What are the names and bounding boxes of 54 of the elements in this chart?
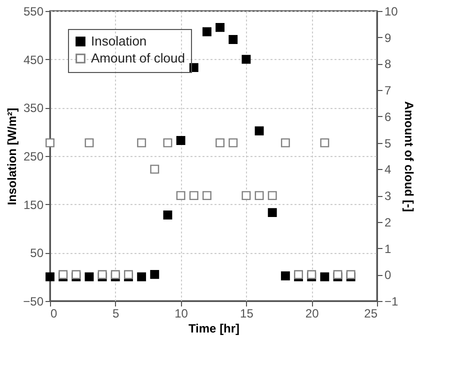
point	[150, 270, 160, 279]
y-axis-title: Insolation [W/m²]	[5, 108, 20, 206]
legend-label: Insolation	[91, 34, 147, 48]
y-tick-label: 350	[23, 101, 44, 116]
point	[176, 191, 186, 200]
y2-tick-label: 4	[384, 162, 392, 177]
point	[176, 136, 186, 146]
x-tick-label: 0	[50, 306, 58, 320]
y2-axis-title: Amount of cloud [-]	[402, 101, 416, 212]
point	[137, 272, 146, 282]
point	[46, 138, 54, 148]
y2-tick-label: 1	[384, 242, 392, 256]
point	[228, 138, 238, 148]
y2-tick-label: −1	[384, 294, 399, 308]
y2-tick-label: 9	[384, 30, 392, 45]
y2-tick-label: 7	[384, 84, 392, 98]
x-axis-title: Time [hr]	[188, 322, 240, 336]
x-tick-label: 5	[112, 306, 120, 320]
y-tick-label: 150	[23, 198, 44, 212]
y-tick-label: 50	[30, 246, 44, 260]
x-tick-label: 15	[240, 306, 254, 320]
point	[320, 272, 330, 282]
y-tick-label: −50	[23, 294, 44, 308]
point	[280, 138, 290, 148]
y-tick-label: 250	[23, 150, 44, 164]
y-tick-label: 550	[23, 4, 44, 18]
point	[268, 208, 277, 218]
point	[84, 272, 94, 282]
x-tick-label: 20	[305, 306, 320, 320]
y2-tick-label: 5	[384, 136, 392, 150]
y2-tick-label: 8	[384, 57, 392, 72]
point	[46, 272, 54, 282]
point	[189, 191, 198, 200]
point	[254, 126, 264, 136]
point	[320, 138, 330, 148]
point	[268, 191, 277, 200]
x-tick-label: 10	[174, 306, 188, 320]
x-tick-label: 25	[364, 306, 378, 320]
point	[228, 35, 238, 44]
point	[150, 164, 160, 174]
y-tick-label: 450	[23, 52, 44, 67]
y2-tick-label: 0	[384, 268, 392, 282]
y2-tick-label: 6	[384, 110, 392, 124]
y2-tick-label: 3	[384, 189, 392, 204]
point	[280, 271, 290, 280]
point	[202, 27, 212, 36]
point	[242, 54, 251, 64]
legend-label: Amount of cloud	[91, 50, 185, 66]
y2-tick-label: 10	[384, 4, 398, 18]
point	[242, 191, 251, 200]
point	[163, 210, 172, 220]
y2-tick-label: 2	[384, 215, 392, 230]
point	[137, 138, 146, 148]
point	[216, 22, 225, 32]
